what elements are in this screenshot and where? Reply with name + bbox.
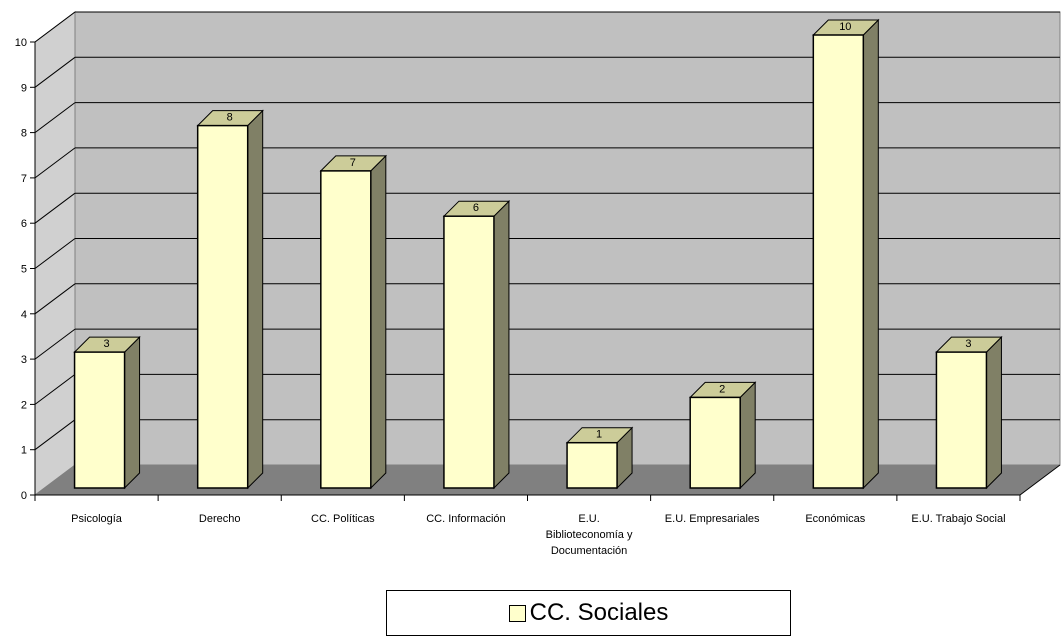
y-tick-label: 9: [21, 82, 27, 94]
bar-side: [247, 109, 264, 490]
floor: [35, 465, 1060, 495]
bars: [73, 18, 1003, 490]
bar: [935, 351, 988, 489]
data-label: 6: [473, 202, 479, 214]
data-label: 10: [839, 21, 851, 33]
y-tick-label: 7: [21, 173, 27, 185]
category-label: E.U. Empresariales: [665, 513, 760, 525]
gridline-side: [34, 147, 76, 179]
y-tick-label: 3: [21, 354, 27, 366]
bar: [812, 34, 865, 489]
gridline-side: [34, 328, 76, 360]
y-tick-label: 0: [21, 490, 27, 502]
bar-side: [370, 154, 387, 490]
category-label: E.U. Biblioteconomía y Documentación: [546, 513, 633, 557]
category-label: CC. Información: [426, 513, 505, 525]
y-tick-label: 4: [21, 309, 27, 321]
bar: [196, 124, 249, 489]
data-label: 3: [965, 338, 971, 350]
chart-walls: [34, 11, 1061, 496]
gridline-side: [34, 102, 76, 134]
category-label: Psicología: [71, 513, 123, 525]
gridline-side: [34, 56, 76, 88]
gridline-side: [34, 11, 76, 43]
legend-swatch: [508, 604, 526, 622]
floor-edge: [1019, 464, 1061, 496]
y-tick-label: 8: [21, 128, 27, 140]
bar-side: [862, 18, 879, 490]
bar-side: [124, 335, 141, 490]
y-tick-label: 2: [21, 399, 27, 411]
data-label: 7: [350, 157, 356, 169]
bar: [320, 170, 372, 489]
y-tick-label: 5: [21, 264, 27, 276]
data-label: 8: [227, 112, 233, 124]
labels: 0 1 2 3 4 5 6 7 8 9 10 3 8 7 6 1 2 10 3 Psicología Derecho CC…: [15, 21, 1006, 557]
bar-side: [985, 335, 1002, 490]
category-label: CC. Políticas: [311, 513, 375, 525]
axes: [30, 41, 1061, 501]
data-label: 3: [104, 338, 110, 350]
y-tick-label: 6: [21, 218, 27, 230]
y-tick-label: 10: [15, 37, 27, 49]
y-tick-label: 1: [21, 445, 27, 457]
category-label: E.U. Trabajo Social: [911, 513, 1005, 525]
bar-side: [493, 199, 510, 490]
gridline-side: [34, 192, 76, 224]
data-label: 2: [719, 383, 725, 395]
bar: [443, 215, 495, 489]
legend-label: CC. Sociales: [529, 599, 669, 626]
bar: [566, 441, 618, 489]
bar-chart: 0 1 2 3 4 5 6 7 8 9 10 3 8 7 6 1 2 10 3 Psicología Derecho CC…: [15, 11, 1061, 557]
bar: [73, 351, 126, 489]
bar-side: [739, 381, 756, 490]
gridline-side: [34, 373, 76, 405]
gridline-side: [34, 238, 76, 269]
category-label: Derecho: [199, 513, 241, 525]
gridline-side: [34, 283, 76, 315]
bar: [689, 396, 741, 489]
legend: CC. Sociales: [386, 590, 791, 636]
data-label: 1: [596, 429, 602, 441]
category-label: Económicas: [805, 513, 865, 525]
gridline-side: [34, 419, 76, 451]
